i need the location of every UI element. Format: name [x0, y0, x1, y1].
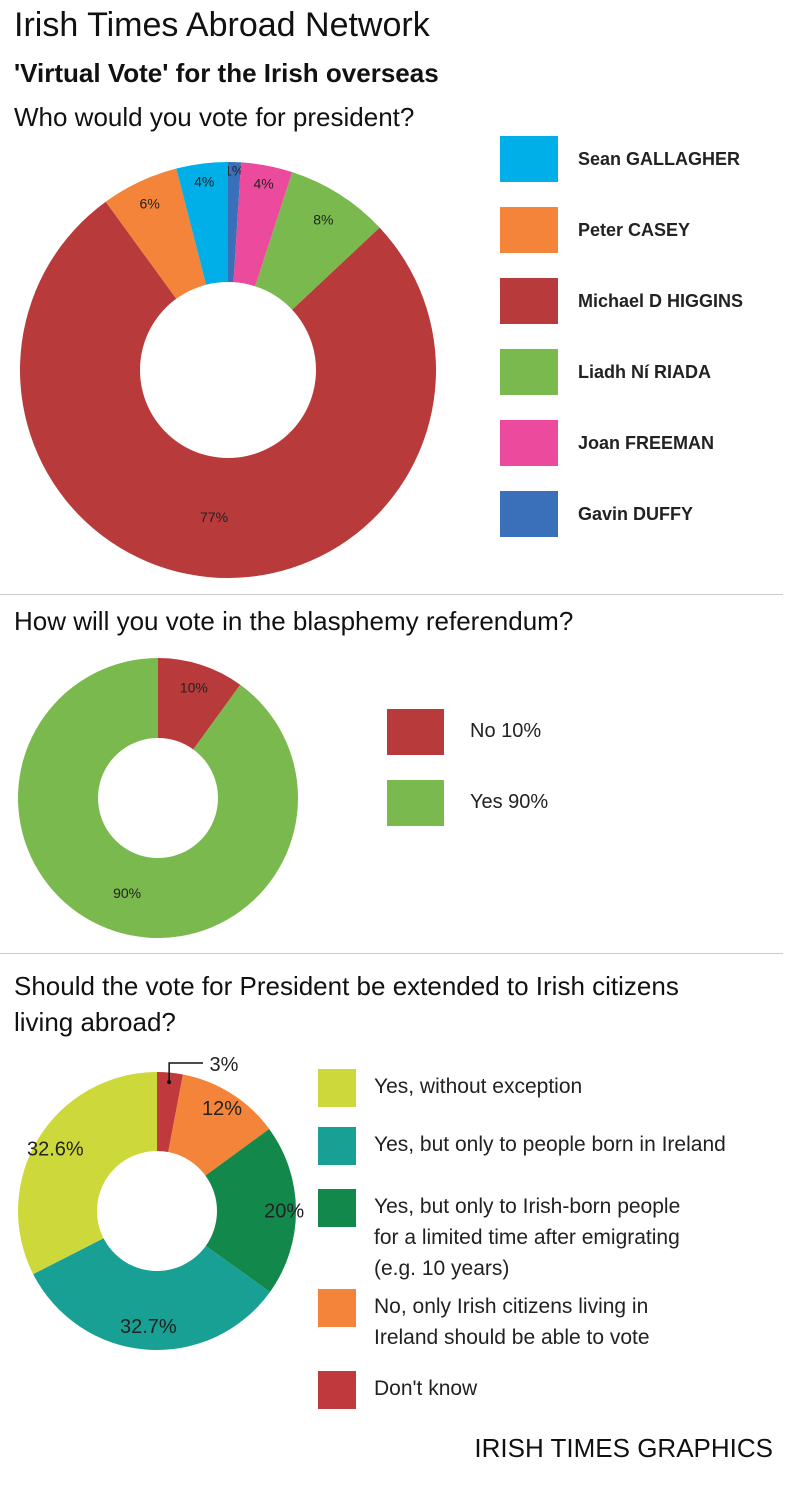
chart3-data-label: 32.6%: [27, 1139, 84, 1161]
legend-label: Don't know: [374, 1377, 478, 1400]
chart3-slice: [205, 1128, 296, 1292]
divider: [0, 953, 783, 954]
chart3-data-label: 12%: [202, 1098, 242, 1120]
chart3-data-label: 32.7%: [120, 1316, 177, 1338]
chart1-slice: [233, 162, 293, 287]
legend-swatch: [500, 491, 558, 537]
chart2-slice: [158, 657, 241, 750]
chart2-data-label: 90%: [113, 885, 141, 901]
chart1-data-label: 4%: [194, 173, 214, 189]
legend-swatch: [318, 1189, 356, 1227]
legend-swatch: [318, 1127, 356, 1165]
legend-label: No 10%: [470, 720, 542, 742]
legend-label: Yes, without exception: [374, 1075, 583, 1098]
page-subtitle: 'Virtual Vote' for the Irish overseas: [14, 58, 439, 88]
legend-swatch: [500, 136, 558, 182]
chart1-title: Who would you vote for president?: [14, 102, 415, 132]
chart1-data-label: 4%: [253, 175, 273, 191]
chart1-data-label: 8%: [313, 212, 333, 228]
leader-dot: [167, 1080, 172, 1085]
leader-line: [168, 1062, 203, 1083]
legend-swatch: [500, 278, 558, 324]
legend-label: No, only Irish citizens living in Irelan…: [374, 1295, 650, 1349]
legend-label: Yes, but only to Irish-born people for a…: [374, 1195, 681, 1280]
chart1-slice: [255, 172, 380, 310]
chart3-title: Should the vote for President be extende…: [14, 971, 679, 1037]
legend-label: Joan FREEMAN: [578, 433, 715, 453]
legend-swatch: [500, 349, 558, 395]
legend-label: Gavin DUFFY: [578, 504, 694, 524]
chart1-slice: [105, 168, 207, 299]
chart3-slice: [157, 1072, 183, 1153]
chart3-slice: [18, 1072, 157, 1275]
page-title: Irish Times Abroad Network: [14, 6, 430, 44]
chart1-slice: [228, 162, 242, 283]
legend-label: Yes 90%: [470, 791, 549, 813]
chart1-slice: [20, 201, 437, 578]
chart2-slice: [17, 658, 298, 938]
legend-label: Yes, but only to people born in Ireland: [374, 1133, 726, 1156]
legend-swatch: [387, 780, 444, 826]
chart1-slice: [176, 162, 228, 285]
chart2-data-label: 10%: [180, 680, 208, 696]
chart3-slice: [168, 1074, 270, 1176]
legend-label: Liadh Ní RIADA: [578, 362, 711, 382]
legend-label: Peter CASEY: [578, 220, 691, 240]
chart3-data-label: 20%: [264, 1200, 304, 1222]
divider: [0, 594, 783, 595]
legend-swatch: [318, 1069, 356, 1107]
legend-swatch: [387, 709, 444, 755]
legend-swatch: [500, 420, 558, 466]
legend-swatch: [500, 207, 558, 253]
chart1-data-label: 6%: [140, 195, 160, 211]
chart2-title: How will you vote in the blasphemy refer…: [14, 606, 574, 636]
chart3-data-label: 3%: [210, 1054, 239, 1076]
legend-label: Sean GALLAGHER: [578, 149, 741, 169]
chart3-slice: [33, 1238, 270, 1351]
chart1-data-label: 77%: [200, 509, 228, 525]
legend-label: Michael D HIGGINS: [578, 291, 744, 311]
chart1-data-label: 1%: [224, 162, 244, 178]
legend-swatch: [318, 1289, 356, 1327]
footer-credit: IRISH TIMES GRAPHICS: [474, 1433, 773, 1463]
legend-swatch: [318, 1371, 356, 1409]
